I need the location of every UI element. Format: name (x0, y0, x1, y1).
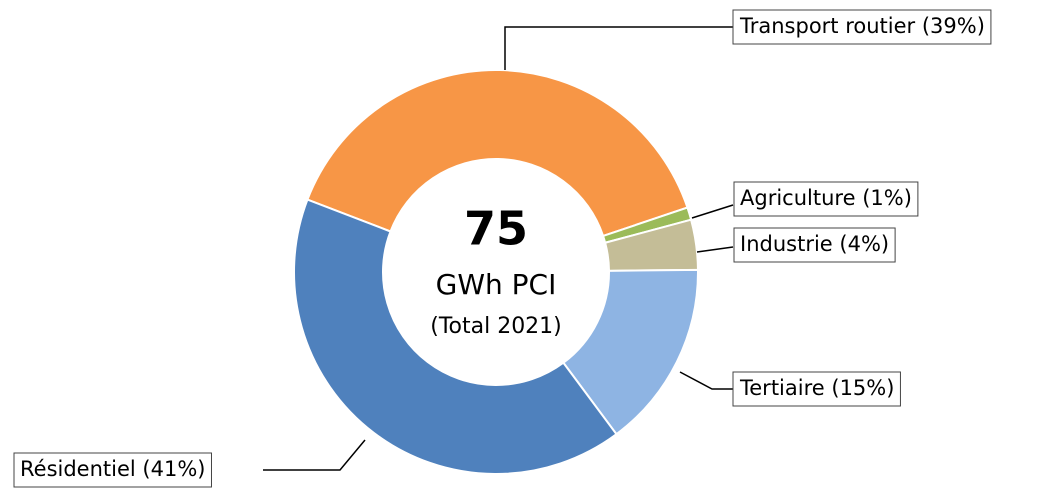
slice-label: Agriculture (1%) (740, 186, 912, 210)
label-name: Transport routier (739, 14, 916, 38)
label-value: (41%) (142, 457, 205, 481)
label-value: (15%) (831, 376, 894, 400)
total-subtitle: (Total 2021) (430, 314, 562, 339)
slice-label: Tertiaire (15%) (739, 376, 894, 400)
label-box (732, 371, 901, 407)
donut-slice (293, 198, 618, 475)
label-value: (4%) (839, 232, 889, 256)
label-value: (39%) (922, 14, 985, 38)
label-name: Résidentiel (20, 457, 136, 481)
slice-label: Industrie (4%) (740, 232, 889, 256)
leader-line (504, 26, 733, 70)
label-name: Agriculture (740, 186, 856, 210)
slice-label: Résidentiel (41%) (20, 457, 205, 481)
leader-line (691, 204, 734, 219)
leader-line (679, 371, 733, 390)
leader-line (696, 246, 734, 253)
label-name: Tertiaire (739, 376, 825, 400)
label-value: (1%) (862, 186, 912, 210)
slice-label: Transport routier (39%) (739, 14, 985, 38)
label-box (13, 452, 212, 488)
label-box (732, 9, 992, 45)
leader-line (263, 439, 366, 471)
label-box (733, 227, 896, 263)
total-value: 75 (464, 202, 528, 256)
label-name: Industrie (740, 232, 833, 256)
total-unit: GWh PCI (436, 268, 557, 301)
donut-slice (306, 69, 689, 238)
label-box (733, 181, 919, 217)
